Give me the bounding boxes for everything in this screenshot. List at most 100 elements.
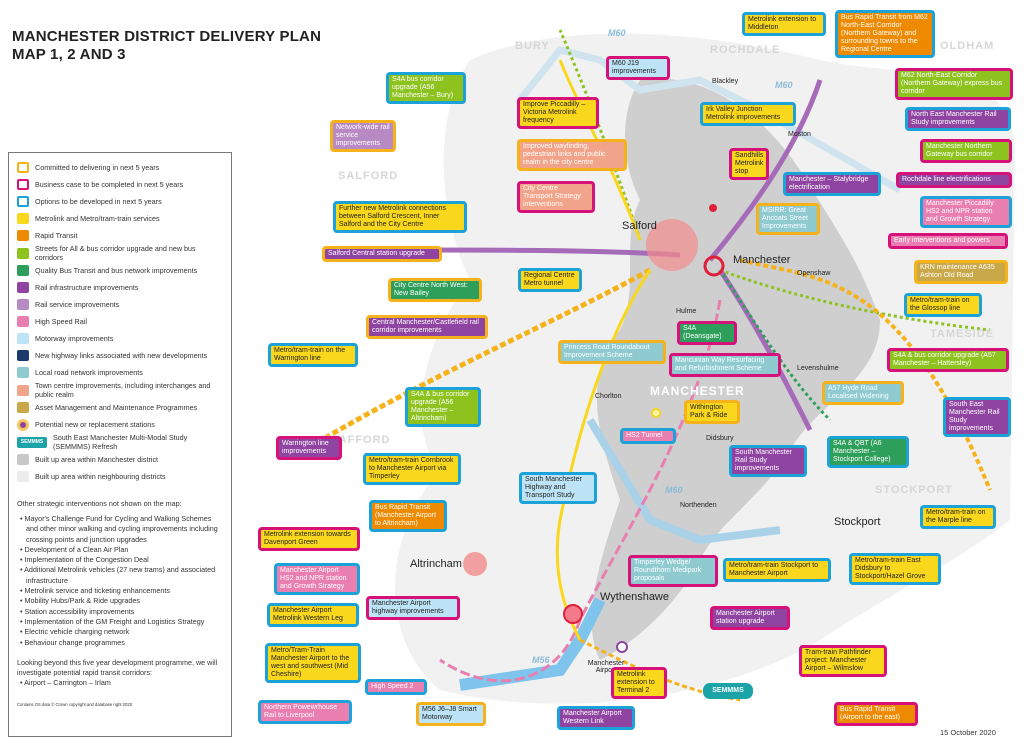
legend-row: Rapid Transit bbox=[17, 227, 223, 244]
intervention-box-krn-maintenance-a635-ashton-old-road[interactable]: KRN maintenance A635 Ashton Old Road bbox=[914, 260, 1008, 284]
legend-swatch-town_centre bbox=[17, 384, 29, 396]
copyright-note: Contains OS data © Crown copyright and d… bbox=[17, 702, 133, 708]
motorway-label: M60 bbox=[608, 28, 626, 38]
legend-label: Potential new or replacement stations bbox=[35, 420, 155, 429]
intervention-box-tram-train-pathfinder-project-manchester[interactable]: Tram-train Pathfinder project: Mancheste… bbox=[799, 645, 887, 677]
intervention-box-regional-centre-metro-tunnel[interactable]: Regional Centre Metro tunnel bbox=[518, 268, 582, 292]
intervention-box-hs2-tunnel[interactable]: HS2 Tunnel bbox=[620, 428, 676, 444]
intervention-box-metro-tram-train-stockport-to-manchester[interactable]: Metro/tram-train Stockport to Manchester… bbox=[723, 558, 831, 582]
intervention-box-metro-tram-train-on-the-marple-line[interactable]: Metro/tram-train on the Marple line bbox=[920, 505, 996, 529]
intervention-box-princess-road-roundabout-improvement-sch[interactable]: Princess Road Roundabout Improvement Sch… bbox=[558, 340, 666, 364]
town-label: Stockport bbox=[834, 516, 881, 528]
intervention-box-bus-rapid-transit-from-m62-north-east-co[interactable]: Bus Rapid Transit from M62 North-East Co… bbox=[835, 10, 935, 58]
intervention-box-timperley-wedge-roundthorn-medipark-prop[interactable]: Timperley Wedge/ Roundthorn Medipark pro… bbox=[628, 555, 718, 587]
legend-label: Rapid Transit bbox=[35, 231, 78, 240]
intervention-box-bus-rapid-transit-airport-to-the-east[interactable]: Bus Rapid Transit (Airport to the east) bbox=[834, 702, 918, 726]
map-title: MANCHESTER DISTRICT DELIVERY PLAN MAP 1,… bbox=[12, 28, 321, 64]
intervention-box-manchester-airport-western-link[interactable]: Manchester Airport Western Link bbox=[557, 706, 635, 730]
intervention-box-metrolink-extension-to-terminal-2[interactable]: Metrolink extension to Terminal 2 bbox=[611, 667, 667, 699]
intervention-box-metro-tram-train-on-the-warrington-line[interactable]: Metro/tram-train on the Warrington line bbox=[268, 343, 358, 367]
intervention-box-s4a-deansgate[interactable]: S4A (Deansgate) bbox=[677, 321, 737, 345]
intervention-box-city-centre-north-west-new-bailey[interactable]: City Centre North West: New Bailey bbox=[388, 278, 482, 302]
legend-swatch-asset bbox=[17, 402, 29, 413]
legend-row: Potential new or replacement stations bbox=[17, 416, 223, 433]
town-label: Didsbury bbox=[706, 435, 734, 442]
intervention-box-south-manchester-highway-and-transport-s[interactable]: South Manchester Highway and Transport S… bbox=[519, 472, 597, 504]
town-label: Altrincham bbox=[410, 558, 462, 570]
intervention-box-sandhills-metrolink-stop[interactable]: Sandhills Metrolink stop bbox=[729, 148, 769, 180]
intervention-box-improved-wayfinding-pedestrian-links-and[interactable]: Improved wayfinding, pedestrian links an… bbox=[517, 139, 627, 171]
intervention-box-s4a-bus-corridor-upgrade-a57-manchester-[interactable]: S4A & bus corridor upgrade (A57 Manchest… bbox=[887, 348, 1009, 372]
intervention-box-msirr-great-ancoats-street-improvements[interactable]: MSIRR: Great Ancoats Street Improvements bbox=[756, 203, 820, 235]
intervention-box-m62-north-east-corridor-northern-gateway[interactable]: M62 North-East Corridor (Northern Gatewa… bbox=[895, 68, 1013, 100]
legend-swatch-options bbox=[17, 196, 29, 207]
intervention-box-withington-park-ride[interactable]: Withington Park & Ride bbox=[684, 400, 740, 424]
metrolink-route-north bbox=[558, 59, 642, 241]
district-label: ROCHDALE bbox=[710, 44, 781, 56]
legend-swatch-streets_for_all bbox=[17, 247, 29, 259]
intervention-box-network-wide-rail-service-improvements[interactable]: Network-wide rail service improvements bbox=[330, 120, 396, 152]
intervention-box-metro-tram-train-manchester-airport-to-t[interactable]: Metro/Tram-Train Manchester Airport to t… bbox=[265, 643, 361, 683]
intervention-box-semmms[interactable]: SEMMMS bbox=[703, 683, 753, 699]
intervention-box-warrington-line-improvements[interactable]: Warrington line improvements bbox=[276, 436, 342, 460]
altrincham-zone bbox=[463, 552, 487, 576]
m60-motorway bbox=[517, 46, 902, 194]
legend-label: Built up area within Manchester district bbox=[35, 455, 159, 464]
legend-label: Metrolink and Metro/tram-train services bbox=[35, 214, 160, 223]
intervention-box-northern-powewrhouse-rail-to-liverpool[interactable]: Northern Powewrhouse Rail to Liverpool bbox=[258, 700, 352, 724]
legend-row: Motorway improvements bbox=[17, 330, 223, 347]
intervention-box-manchester-airport-highway-improvements[interactable]: Manchester Airport highway improvements bbox=[366, 596, 460, 620]
intervention-box-manchester-airport-hs2-and-npr-station-a[interactable]: Manchester Airport HS2 and NPR station a… bbox=[274, 563, 360, 595]
intervention-box-metrolink-extension-towards-davenport-gr[interactable]: Metrolink extension towards Davenport Gr… bbox=[258, 527, 360, 551]
intervention-box-metro-tram-train-on-the-glossop-line[interactable]: Metro/tram-train on the Glossop line bbox=[904, 293, 982, 317]
legend-swatch-motorway bbox=[17, 333, 29, 344]
intervention-box-a57-hyde-road-localised-widening[interactable]: A57 Hyde Road Localised Widening bbox=[822, 381, 904, 405]
intervention-box-rochdale-line-electrifications[interactable]: Rochdale line electrifications bbox=[896, 172, 1012, 188]
intervention-box-irk-valley-junction-metrolink-improvemen[interactable]: Irk Valley Junction Metrolink improvemen… bbox=[700, 102, 796, 126]
other-intervention-item: Station accessibility improvements bbox=[25, 607, 223, 617]
intervention-box-north-east-manchester-rail-study-improve[interactable]: North East Manchester Rail Study improve… bbox=[905, 107, 1011, 131]
intervention-box-improve-piccadilly-victoria-metrolink-fr[interactable]: Improve Piccadilly – Victoria Metrolink … bbox=[517, 97, 599, 129]
motorway-label: M56 bbox=[532, 655, 550, 665]
intervention-box-manchester-piccadilly-hs2-and-npr-statio[interactable]: Manchester Piccadilly HS2 and NPR statio… bbox=[920, 196, 1012, 228]
intervention-box-metro-tram-train-cornbrook-to-manchester[interactable]: Metro/tram-train Cornbrook to Manchester… bbox=[363, 453, 461, 485]
town-label: Chorlton bbox=[595, 393, 622, 400]
intervention-box-south-east-manchester-rail-study-improve[interactable]: South East Manchester Rail Study improve… bbox=[943, 397, 1011, 437]
intervention-box-m56-j6-j8-smart-motorway[interactable]: M56 J6–J8 Smart Motorway bbox=[416, 702, 486, 726]
town-label: Hulme bbox=[676, 308, 697, 315]
town-label: Blackley bbox=[712, 78, 739, 85]
town-label: Salford bbox=[622, 220, 657, 232]
intervention-box-metrolink-extension-to-middleton[interactable]: Metrolink extension to Middleton bbox=[742, 12, 826, 36]
legend-swatch-rapid_transit bbox=[17, 230, 29, 241]
intervention-box-salford-central-station-upgrade[interactable]: Salford Central station upgrade bbox=[322, 246, 442, 262]
intervention-box-central-manchester-castlefield-rail-corr[interactable]: Central Manchester/Castlefield rail corr… bbox=[366, 315, 488, 339]
intervention-box-early-interventions-and-powers[interactable]: Early interventions and powers bbox=[888, 233, 1008, 249]
town-label: Wythenshawe bbox=[600, 591, 669, 603]
intervention-box-manchester-airport-metrolink-western-leg[interactable]: Manchester Airport Metrolink Western Leg bbox=[267, 603, 359, 627]
legend-label: Options to be developed in next 5 years bbox=[35, 197, 162, 206]
intervention-box-metro-tram-train-east-didsbury-to-stockp[interactable]: Metro/tram-train East Didsbury to Stockp… bbox=[849, 553, 941, 585]
legend-row: Built up area within neighbouring distri… bbox=[17, 468, 223, 485]
date-stamp: 15 October 2020 bbox=[940, 728, 996, 737]
legend-row: New highway links associated with new de… bbox=[17, 347, 223, 364]
m60-south-motorway bbox=[586, 417, 781, 545]
intervention-box-south-manchester-rail-study-improvements[interactable]: South Manchester Rail Study improvements bbox=[729, 445, 807, 477]
intervention-box-s4a-qbt-a6-manchester-stockport-college[interactable]: S4A & QBT (A6 Manchester – Stockport Col… bbox=[827, 436, 909, 468]
intervention-box-high-speed-2[interactable]: High Speed 2 bbox=[365, 679, 427, 695]
legend-row: Built up area within Manchester district bbox=[17, 451, 223, 468]
district-label: MANCHESTER bbox=[650, 384, 745, 398]
airport-station-marker bbox=[563, 604, 583, 624]
legend-swatch-high_speed bbox=[17, 316, 29, 327]
legend-label: Built up area within neighbouring distri… bbox=[35, 472, 166, 481]
intervention-box-mancunian-way-resurfacing-and-refurbishm[interactable]: Mancunian Way Resurfacing and Refurbishm… bbox=[669, 353, 781, 377]
intervention-box-manchester-northern-gateway-bus-corridor[interactable]: Manchester Northern Gateway bus corridor bbox=[920, 139, 1012, 163]
intervention-box-s4a-bus-corridor-upgrade-a56-manchester-[interactable]: S4A & bus corridor upgrade (A56 Manchest… bbox=[405, 387, 481, 427]
intervention-box-city-centre-transport-strategy-intervent[interactable]: City Centre Transport Strategy intervent… bbox=[517, 181, 595, 213]
intervention-box-s4a-bus-corridor-upgrade-a56-manchester-[interactable]: S4A bus corridor upgrade (A56 Manchester… bbox=[386, 72, 466, 104]
legend-swatch-built_up_neighbouring bbox=[17, 471, 29, 482]
intervention-box-bus-rapid-transit-manchester-airport-to-[interactable]: Bus Rapid Transit (Manchester Airport to… bbox=[369, 500, 447, 532]
intervention-box-manchester-airport-station-upgrade[interactable]: Manchester Airport station upgrade bbox=[710, 606, 790, 630]
intervention-box-m60-j19-improvements[interactable]: M60 J19 improvements bbox=[606, 56, 670, 80]
intervention-box-manchester-stalybridge-electrification[interactable]: Manchester – Stalybridge electrification bbox=[783, 172, 881, 196]
intervention-box-further-new-metrolink-connections-betwee[interactable]: Further new Metrolink connections betwee… bbox=[333, 201, 467, 233]
